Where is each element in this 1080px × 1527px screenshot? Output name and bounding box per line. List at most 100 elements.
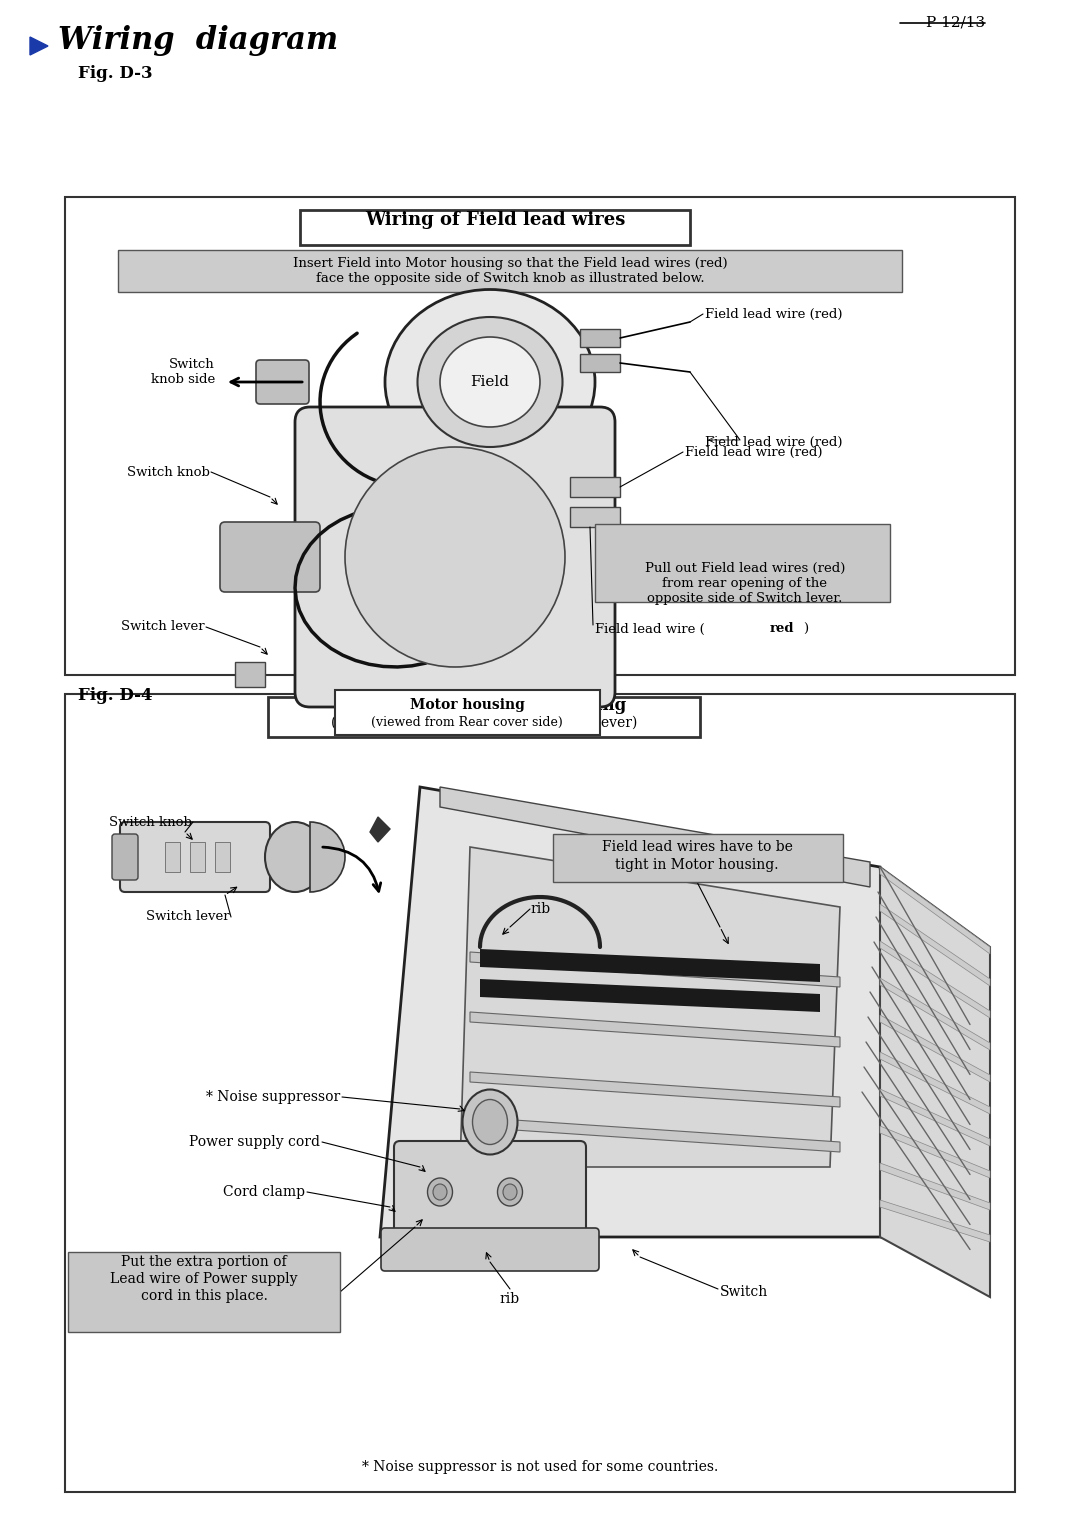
Text: rib: rib — [500, 1292, 521, 1306]
Bar — [235, 663, 265, 687]
Ellipse shape — [426, 527, 485, 586]
Text: Field lead wire (red): Field lead wire (red) — [705, 307, 842, 321]
Text: P 12/13: P 12/13 — [926, 15, 985, 29]
Text: rib: rib — [530, 902, 550, 916]
Polygon shape — [470, 1116, 840, 1151]
Text: Switch lever: Switch lever — [147, 910, 230, 924]
FancyBboxPatch shape — [112, 834, 138, 880]
Ellipse shape — [503, 1183, 517, 1200]
Bar — [118, 250, 902, 292]
Polygon shape — [880, 867, 990, 954]
Text: Switch knob: Switch knob — [127, 466, 210, 478]
Ellipse shape — [433, 1183, 447, 1200]
Polygon shape — [880, 977, 990, 1051]
Bar — [580, 328, 620, 347]
Text: Field lead wire (: Field lead wire ( — [595, 623, 705, 635]
Polygon shape — [480, 979, 820, 1012]
Ellipse shape — [384, 290, 595, 475]
FancyBboxPatch shape — [256, 360, 309, 405]
Bar — [410, 505, 455, 527]
Bar — [215, 841, 230, 872]
Polygon shape — [470, 1072, 840, 1107]
Text: Lead wire of Power supply: Lead wire of Power supply — [110, 1272, 298, 1286]
Polygon shape — [880, 1164, 990, 1209]
Polygon shape — [380, 786, 920, 1237]
Bar — [570, 476, 620, 496]
Polygon shape — [470, 951, 840, 986]
FancyBboxPatch shape — [120, 822, 270, 892]
Polygon shape — [470, 1012, 840, 1048]
Bar — [65, 693, 1015, 1492]
Ellipse shape — [440, 542, 470, 573]
Text: Put the extra portion of: Put the extra portion of — [121, 1255, 287, 1269]
Text: Field: Field — [471, 376, 510, 389]
Wedge shape — [310, 822, 345, 892]
Bar — [553, 834, 843, 883]
Text: Switch lever: Switch lever — [121, 620, 205, 634]
Text: Pull out Field lead wires (red): Pull out Field lead wires (red) — [645, 562, 846, 576]
Polygon shape — [880, 1052, 990, 1115]
Ellipse shape — [418, 318, 563, 447]
Text: Fig. D-3: Fig. D-3 — [78, 66, 152, 82]
Text: tight in Motor housing.: tight in Motor housing. — [616, 858, 779, 872]
Bar — [190, 841, 205, 872]
Bar — [65, 197, 1015, 675]
Ellipse shape — [462, 1089, 517, 1154]
Text: Rear portion of Motor housing: Rear portion of Motor housing — [341, 696, 626, 713]
Text: Fig. D-4: Fig. D-4 — [78, 687, 152, 704]
Ellipse shape — [400, 502, 510, 612]
Polygon shape — [880, 1200, 990, 1241]
Ellipse shape — [265, 822, 325, 892]
Polygon shape — [880, 1089, 990, 1145]
Bar — [300, 211, 690, 244]
Bar — [595, 524, 890, 602]
Polygon shape — [880, 1125, 990, 1177]
Text: Insert Field into Motor housing so that the Field lead wires (red): Insert Field into Motor housing so that … — [293, 257, 727, 270]
Text: Field lead wire (red): Field lead wire (red) — [685, 446, 823, 458]
Polygon shape — [880, 867, 990, 1296]
Polygon shape — [440, 786, 870, 887]
Text: * Noise suppressor is not used for some countries.: * Noise suppressor is not used for some … — [362, 1460, 718, 1474]
Ellipse shape — [375, 476, 535, 637]
FancyBboxPatch shape — [381, 1228, 599, 1270]
Ellipse shape — [498, 1177, 523, 1206]
FancyBboxPatch shape — [295, 408, 615, 707]
Polygon shape — [480, 948, 820, 982]
Text: red: red — [770, 623, 795, 635]
Ellipse shape — [345, 447, 565, 667]
Text: (viewed from opposite side of Switch lever): (viewed from opposite side of Switch lev… — [330, 716, 637, 730]
Polygon shape — [370, 817, 390, 841]
Ellipse shape — [440, 337, 540, 428]
Bar — [68, 1252, 340, 1332]
Polygon shape — [880, 941, 990, 1019]
Text: Switch knob: Switch knob — [109, 815, 192, 829]
Polygon shape — [880, 1015, 990, 1083]
Bar — [268, 696, 700, 738]
Text: from rear opening of the: from rear opening of the — [662, 577, 827, 589]
Text: Cord clamp: Cord clamp — [222, 1185, 305, 1199]
Text: Wiring of Field lead wires: Wiring of Field lead wires — [365, 211, 625, 229]
Polygon shape — [460, 847, 840, 1167]
Ellipse shape — [473, 1099, 508, 1145]
Text: Motor housing: Motor housing — [409, 698, 525, 712]
Text: face the opposite side of Switch knob as illustrated below.: face the opposite side of Switch knob as… — [315, 272, 704, 286]
Bar — [165, 841, 180, 872]
Text: Field lead wire (red): Field lead wire (red) — [705, 435, 842, 449]
Text: (viewed from Rear cover side): (viewed from Rear cover side) — [372, 716, 563, 728]
Text: ): ) — [804, 623, 808, 635]
Text: cord in this place.: cord in this place. — [140, 1289, 268, 1303]
FancyBboxPatch shape — [220, 522, 320, 592]
Polygon shape — [30, 37, 48, 55]
Text: Wiring  diagram: Wiring diagram — [58, 26, 338, 56]
Text: Field lead wires have to be: Field lead wires have to be — [602, 840, 793, 854]
Bar — [335, 690, 600, 734]
Text: opposite side of Switch lever.: opposite side of Switch lever. — [647, 592, 842, 605]
Bar — [580, 354, 620, 373]
Text: Power supply cord: Power supply cord — [189, 1135, 320, 1148]
Bar — [570, 507, 620, 527]
Ellipse shape — [428, 1177, 453, 1206]
FancyBboxPatch shape — [394, 1141, 586, 1243]
Text: Switch: Switch — [720, 1286, 768, 1299]
Polygon shape — [880, 904, 990, 986]
Text: * Noise suppressor: * Noise suppressor — [206, 1090, 340, 1104]
